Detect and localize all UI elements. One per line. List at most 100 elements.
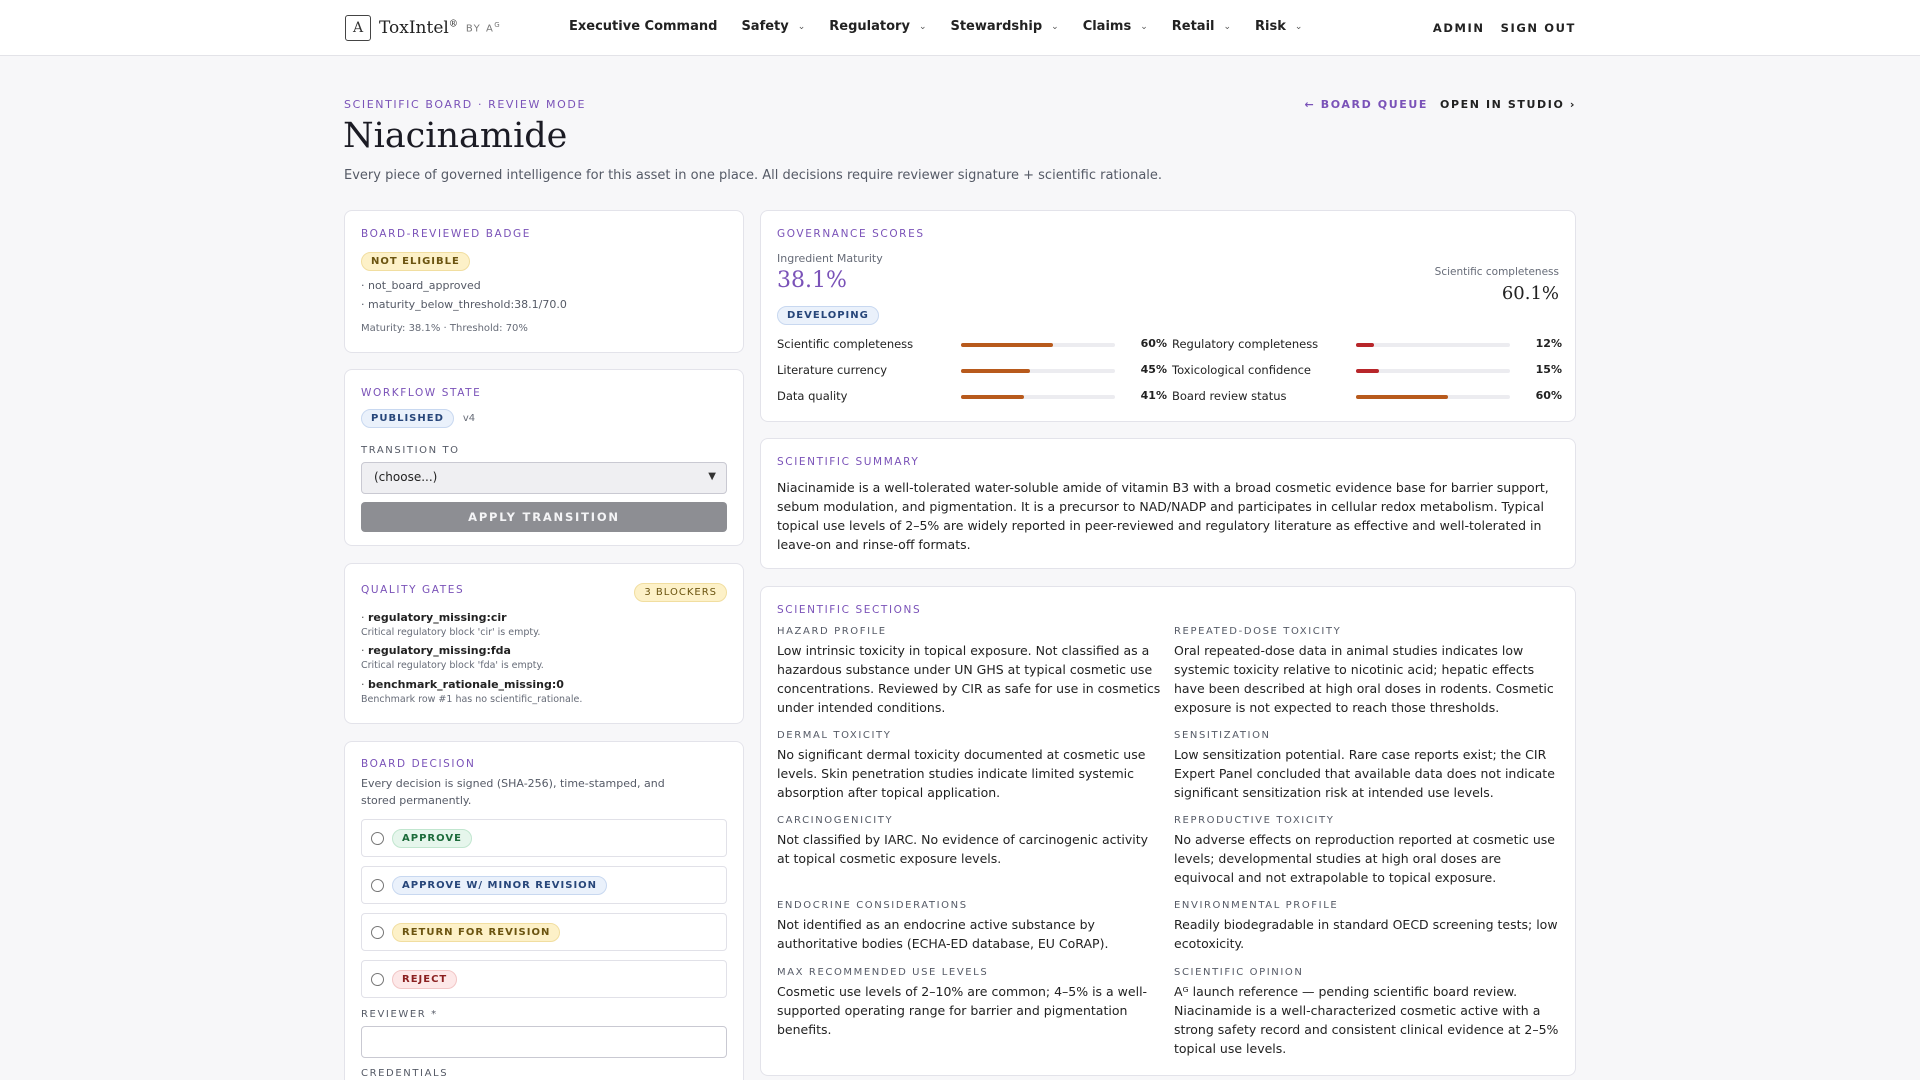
section-title: REPEATED-DOSE TOXICITY [1174,626,1342,637]
metric-name: Toxicological confidence [1172,363,1312,377]
section-title: SCIENTIFIC OPINION [1174,967,1304,978]
nav-item-label: Claims [1082,19,1132,34]
apply-transition-button[interactable]: APPLY TRANSITION [361,502,727,532]
card-label: QUALITY GATES [361,584,465,596]
open-in-studio-link[interactable]: OPEN IN STUDIO › [1440,98,1576,111]
chevron-down-icon: ⌄ [1223,21,1232,32]
completeness-label: Scientific completeness [1434,266,1559,278]
section-text: Not classified by IARC. No evidence of c… [777,832,1149,866]
badge-reason: · maturity_below_threshold:38.1/70.0 [361,298,567,311]
chevron-down-icon: ▼ [708,471,716,482]
chevron-down-icon: ⌄ [1140,21,1148,32]
decision-option-return-for-revision[interactable]: RETURN FOR REVISION [361,913,727,951]
metric-value: 60% [1140,337,1167,350]
maturity-threshold-line: Maturity: 38.1% · Threshold: 70% [361,323,528,334]
nav-item-label: Regulatory [829,19,910,34]
chevron-down-icon: ⌄ [797,21,806,32]
metric-bar-track [1356,343,1510,347]
quality-gate-item: · regulatory_missing:cir Critical regulat… [361,611,541,638]
section-text: Not identified as an endocrine active su… [777,917,1109,951]
sign-out-link[interactable]: SIGN OUT [1500,21,1576,35]
scientific-sections-card: SCIENTIFIC SECTIONS HAZARD PROFILE Low in… [760,586,1576,1076]
metric-row: Regulatory completeness 12% [1172,336,1562,354]
scientific-section-dermal-toxicity: DERMAL TOXICITY No significant dermal tox… [777,730,1164,802]
nav-item-executive-command[interactable]: Executive Command [569,19,717,34]
section-text: Low sensitization potential. Rare case r… [1174,747,1555,800]
transition-select[interactable]: (choose...) ▼ [361,462,727,494]
section-text: Cosmetic use levels of 2–10% are common;… [777,984,1148,1037]
board-queue-link[interactable]: ← BOARD QUEUE [1304,98,1428,111]
nav-item-claims[interactable]: Claims ⌄ [1083,19,1148,34]
metric-value: 12% [1535,337,1562,350]
metric-bar-fill [961,369,1031,373]
metric-name: Data quality [777,389,848,403]
transition-select-value: (choose...) [374,470,438,484]
metric-value: 45% [1140,363,1167,376]
maturity-label: Ingredient Maturity [777,252,883,265]
decision-option-approve[interactable]: APPROVE [361,819,727,857]
logo[interactable]: A ToxIntel® BY AG [345,15,501,41]
metric-value: 15% [1535,363,1562,376]
nav-item-regulatory[interactable]: Regulatory ⌄ [829,19,926,34]
nav-item-retail[interactable]: Retail ⌄ [1172,19,1231,34]
metric-bar-track [961,369,1115,373]
board-decision-card: BOARD DECISION Every decision is signed … [344,741,744,1080]
logo-by: BY AG [465,21,502,35]
page-eyebrow: SCIENTIFIC BOARD · REVIEW MODE [344,98,586,111]
reviewer-input[interactable] [361,1026,727,1058]
chevron-down-icon: ⌄ [918,21,927,32]
scientific-section-carcinogenicity: CARCINOGENICITY Not classified by IARC. N… [777,815,1164,868]
section-text: Aᴳ launch reference — pending scientific… [1174,984,1559,1056]
metric-name: Regulatory completeness [1172,337,1319,351]
scientific-summary-text: Niacinamide is a well-tolerated water-so… [777,480,1549,552]
metric-bar-fill [1356,343,1375,347]
blockers-badge: 3 BLOCKERS [634,583,727,602]
governance-scores-card: GOVERNANCE SCORES Ingredient Maturity 38… [760,210,1576,422]
badge-reason: · not_board_approved [361,279,481,292]
header-links: ← BOARD QUEUE OPEN IN STUDIO › [1305,98,1576,111]
radio-button[interactable] [371,879,384,892]
nav-item-risk[interactable]: Risk ⌄ [1255,19,1302,34]
metric-value: 41% [1140,389,1167,402]
metric-name: Literature currency [777,363,888,377]
nav-item-label: Risk [1255,19,1286,34]
radio-button[interactable] [371,832,384,845]
nav-item-stewardship[interactable]: Stewardship ⌄ [950,19,1058,34]
section-title: HAZARD PROFILE [777,626,887,637]
section-title: MAX RECOMMENDED USE LEVELS [777,967,989,978]
page-subtitle: Every piece of governed intelligence for… [344,168,1163,183]
metric-bar-track [961,395,1115,399]
eligibility-badge: NOT ELIGIBLE [361,252,470,271]
section-title: ENDOCRINE CONSIDERATIONS [777,900,968,911]
metric-row: Scientific completeness 60% [777,336,1167,354]
metric-name: Board review status [1172,389,1287,403]
scientific-sections-grid: HAZARD PROFILE Low intrinsic toxicity in … [777,626,1561,1076]
nav-item-label: Stewardship [950,19,1043,34]
metric-bar-track [961,343,1115,347]
gate-code: benchmark_rationale_missing:0 [368,678,564,691]
section-text: No significant dermal toxicity documente… [777,747,1146,800]
scientific-section-reproductive-toxicity: REPRODUCTIVE TOXICITY No adverse effects … [1174,815,1561,887]
scientific-section-max-recommended-use-levels: MAX RECOMMENDED USE LEVELS Cosmetic use l… [777,967,1164,1039]
metric-row: Toxicological confidence 15% [1172,362,1562,380]
section-text: Readily biodegradable in standard OECD s… [1174,917,1558,951]
admin-link[interactable]: ADMIN [1432,21,1485,35]
transition-to-label: TRANSITION TO [361,445,460,456]
scientific-summary-card: SCIENTIFIC SUMMARY Niacinamide is a well… [760,438,1576,569]
radio-button[interactable] [371,973,384,986]
card-label: GOVERNANCE SCORES [777,228,925,240]
nav-item-safety[interactable]: Safety ⌄ [741,19,805,34]
gate-description: Benchmark row #1 has no scientific_ratio… [361,694,583,705]
option-label: APPROVE W/ MINOR REVISION [392,876,608,895]
board-reviewed-badge-card: BOARD-REVIEWED BADGE NOT ELIGIBLE · not_… [344,210,744,353]
card-label: SCIENTIFIC SECTIONS [777,604,922,616]
maturity-status-badge: DEVELOPING [777,306,879,325]
card-label: SCIENTIFIC SUMMARY [777,456,920,468]
quality-gate-item: · benchmark_rationale_missing:0 Benchmark… [361,678,583,705]
metric-name: Scientific completeness [777,337,914,351]
radio-button[interactable] [371,926,384,939]
decision-option-approve-minor-revision[interactable]: APPROVE W/ MINOR REVISION [361,866,727,904]
section-title: ENVIRONMENTAL PROFILE [1174,900,1339,911]
decision-option-reject[interactable]: REJECT [361,960,727,998]
completeness-value: 60.1% [1501,283,1559,304]
